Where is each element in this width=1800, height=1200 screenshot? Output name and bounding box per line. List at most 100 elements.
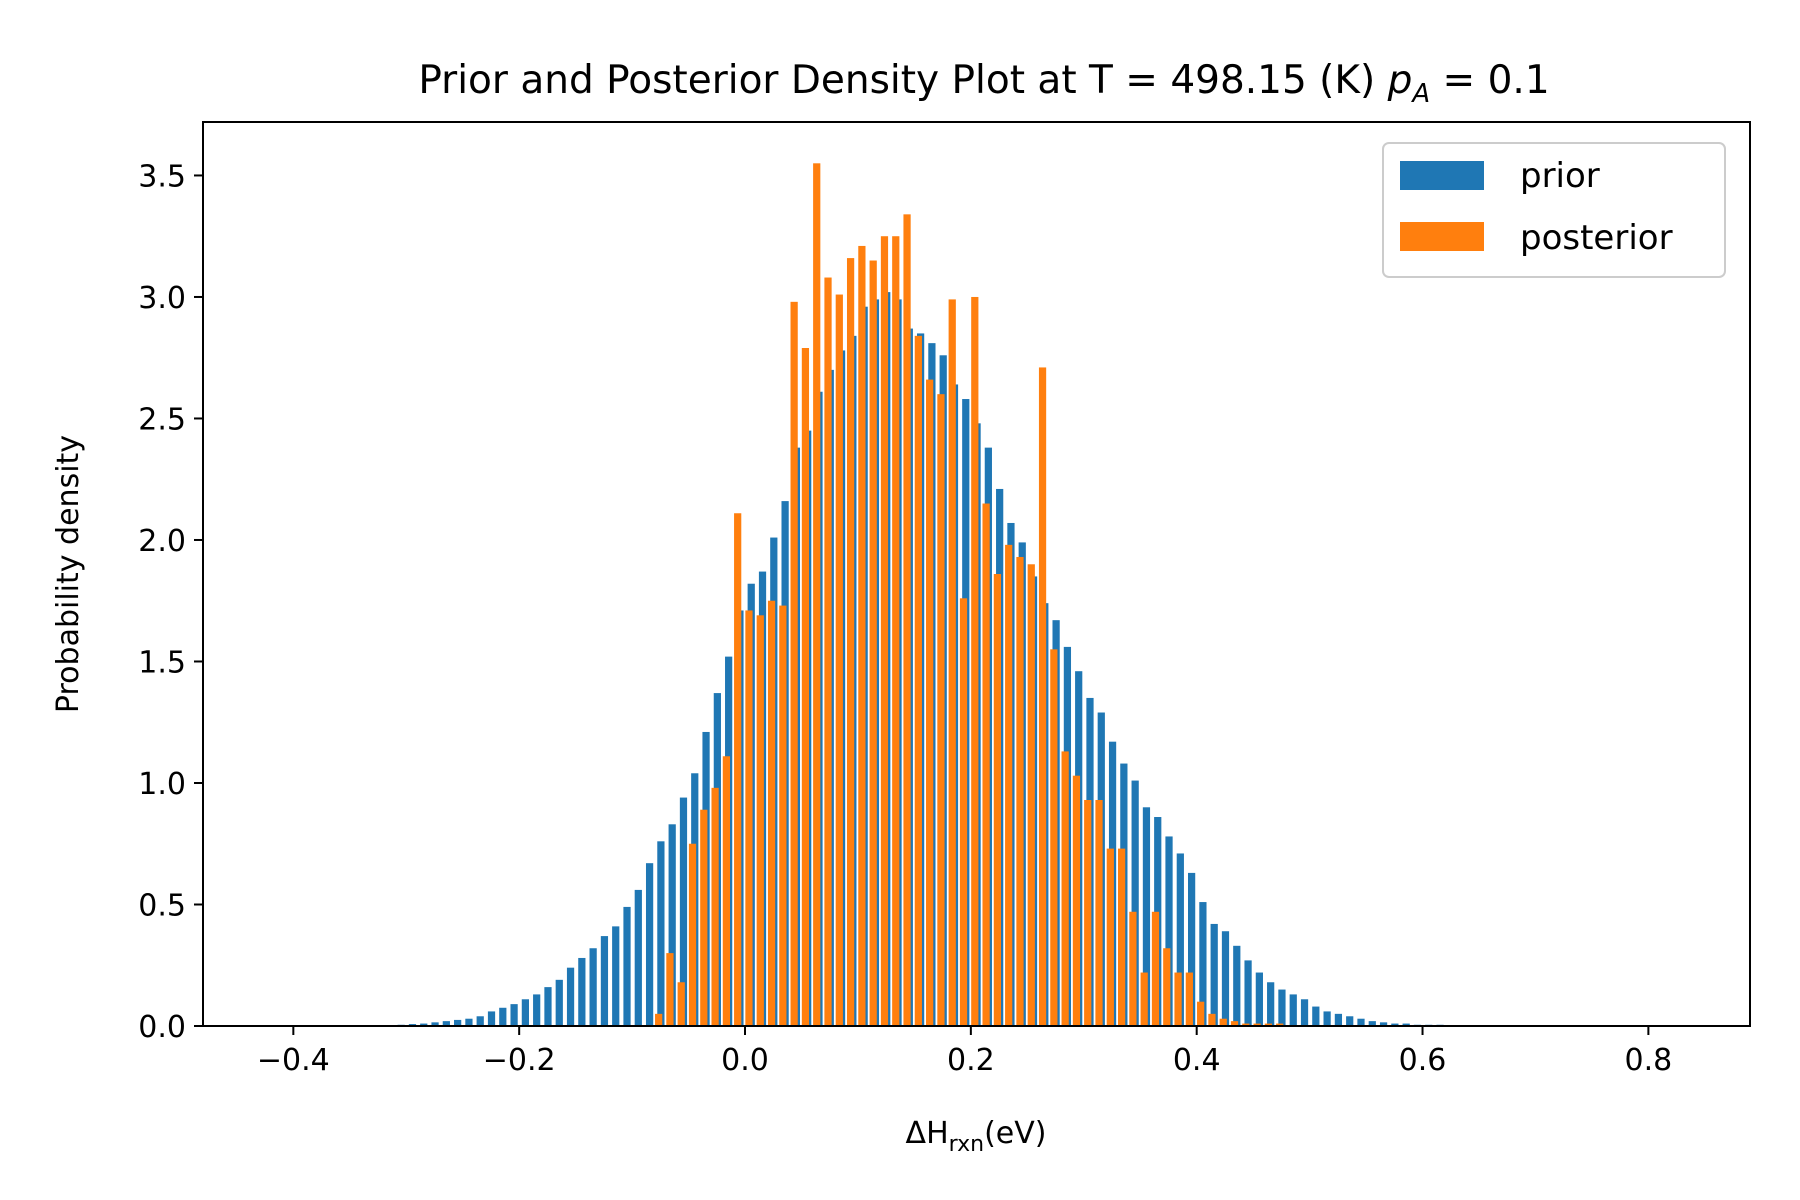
x-tick-label: 0.4 — [1173, 1043, 1221, 1078]
x-tick-label: −0.4 — [257, 1043, 330, 1078]
bar-prior-73 — [1221, 931, 1230, 1026]
bar-prior-88 — [1391, 1023, 1399, 1026]
bar-posterior-9 — [756, 615, 764, 1026]
bar-posterior-12 — [790, 301, 798, 1027]
bar-posterior-6 — [722, 756, 730, 1026]
bar-prior-12 — [533, 994, 541, 1026]
bar-prior-65 — [1131, 780, 1139, 1026]
bar-posterior-43 — [1140, 972, 1148, 1026]
y-tick-label: 1.0 — [138, 767, 186, 802]
bar-prior-22 — [645, 863, 654, 1026]
y-tick-label: 0.5 — [138, 888, 186, 923]
bar-prior-82 — [1323, 1011, 1331, 1026]
bar-posterior-29 — [982, 503, 990, 1026]
bar-posterior-47 — [1185, 972, 1193, 1026]
bar-prior-9 — [499, 1007, 507, 1026]
bar-posterior-35 — [1050, 649, 1058, 1026]
bar-posterior-32 — [1016, 556, 1024, 1026]
bar-prior-70 — [1188, 872, 1196, 1026]
bar-prior-6 — [465, 1018, 473, 1026]
plot-frame — [202, 121, 1751, 1027]
bar-posterior-49 — [1208, 1013, 1216, 1026]
bar-posterior-8 — [745, 610, 753, 1026]
bar-posterior-10 — [767, 600, 776, 1026]
y-tick-label: 2.0 — [138, 524, 186, 559]
bar-posterior-24 — [926, 379, 934, 1027]
bar-prior-16 — [578, 957, 586, 1026]
bar-posterior-25 — [937, 394, 945, 1026]
bar-prior-25 — [679, 797, 688, 1026]
bar-posterior-54 — [1264, 1023, 1273, 1026]
bar-posterior-37 — [1072, 775, 1081, 1026]
bar-posterior-30 — [993, 574, 1002, 1026]
bar-prior-78 — [1278, 989, 1286, 1026]
bar-prior-79 — [1289, 994, 1297, 1026]
bar-posterior-14 — [813, 163, 821, 1026]
bar-posterior-3 — [688, 843, 697, 1026]
bar-group — [397, 163, 1489, 1027]
bar-posterior-4 — [700, 809, 708, 1026]
bar-prior-86 — [1368, 1021, 1376, 1026]
bar-posterior-38 — [1084, 800, 1092, 1026]
legend-label-prior: prior — [1520, 156, 1600, 196]
bar-prior-89 — [1402, 1023, 1410, 1026]
bar-posterior-44 — [1151, 911, 1160, 1026]
bar-prior-10 — [510, 1004, 518, 1026]
bar-prior-13 — [544, 987, 552, 1026]
x-tick-label: 0.2 — [947, 1043, 995, 1078]
y-tick-label: 3.0 — [138, 281, 186, 316]
bar-prior-11 — [521, 999, 529, 1026]
y-axis-label: Probability density — [51, 435, 86, 713]
bar-posterior-46 — [1174, 972, 1182, 1026]
x-tick-label: 0.6 — [1399, 1043, 1447, 1078]
y-tick-label: 0.0 — [138, 1010, 186, 1045]
bar-posterior-45 — [1163, 948, 1171, 1026]
bar-posterior-33 — [1027, 564, 1035, 1026]
legend-label-posterior: posterior — [1520, 218, 1673, 258]
bar-posterior-48 — [1197, 1001, 1205, 1026]
bar-prior-68 — [1165, 836, 1173, 1026]
bar-prior-8 — [487, 1011, 496, 1026]
bar-posterior-23 — [914, 335, 922, 1027]
bar-prior-14 — [555, 979, 563, 1026]
bar-posterior-36 — [1061, 751, 1069, 1026]
y-tick-label: 3.5 — [138, 159, 186, 194]
y-tick-label: 2.5 — [138, 402, 186, 437]
bar-prior-7 — [476, 1016, 484, 1026]
bar-prior-17 — [589, 948, 597, 1026]
bar-posterior-18 — [858, 245, 866, 1026]
bar-prior-74 — [1233, 945, 1241, 1026]
bar-prior-75 — [1244, 960, 1252, 1026]
bar-prior-3 — [431, 1022, 439, 1026]
bar-prior-77 — [1267, 982, 1275, 1026]
bar-posterior-13 — [801, 348, 810, 1026]
bar-posterior-2 — [677, 982, 685, 1026]
bar-posterior-21 — [892, 236, 900, 1027]
bar-prior-24 — [668, 824, 676, 1026]
bar-posterior-39 — [1095, 800, 1103, 1026]
bar-prior-71 — [1199, 902, 1207, 1026]
bar-prior-87 — [1379, 1022, 1388, 1026]
bar-posterior-55 — [1276, 1023, 1284, 1026]
y-tick-label: 1.5 — [138, 645, 186, 680]
legend-swatch-posterior — [1400, 222, 1484, 251]
bar-prior-23 — [657, 841, 665, 1026]
bar-posterior-19 — [869, 260, 877, 1026]
bar-prior-19 — [612, 926, 620, 1026]
bar-posterior-0 — [655, 1013, 663, 1026]
bar-prior-15 — [566, 967, 575, 1026]
bar-posterior-26 — [948, 299, 956, 1026]
bar-posterior-28 — [971, 296, 979, 1027]
x-axis-label: ΔHrxn(eV) — [906, 1116, 1047, 1157]
bar-posterior-51 — [1230, 1021, 1239, 1026]
bar-prior-72 — [1210, 923, 1218, 1026]
bar-prior-2 — [420, 1023, 428, 1026]
bar-prior-66 — [1142, 807, 1151, 1026]
bar-prior-81 — [1312, 1006, 1320, 1026]
bar-prior-85 — [1357, 1018, 1365, 1026]
bar-prior-83 — [1334, 1013, 1343, 1026]
bar-posterior-17 — [846, 258, 855, 1027]
bar-posterior-52 — [1242, 1023, 1250, 1026]
bar-posterior-22 — [903, 214, 911, 1027]
